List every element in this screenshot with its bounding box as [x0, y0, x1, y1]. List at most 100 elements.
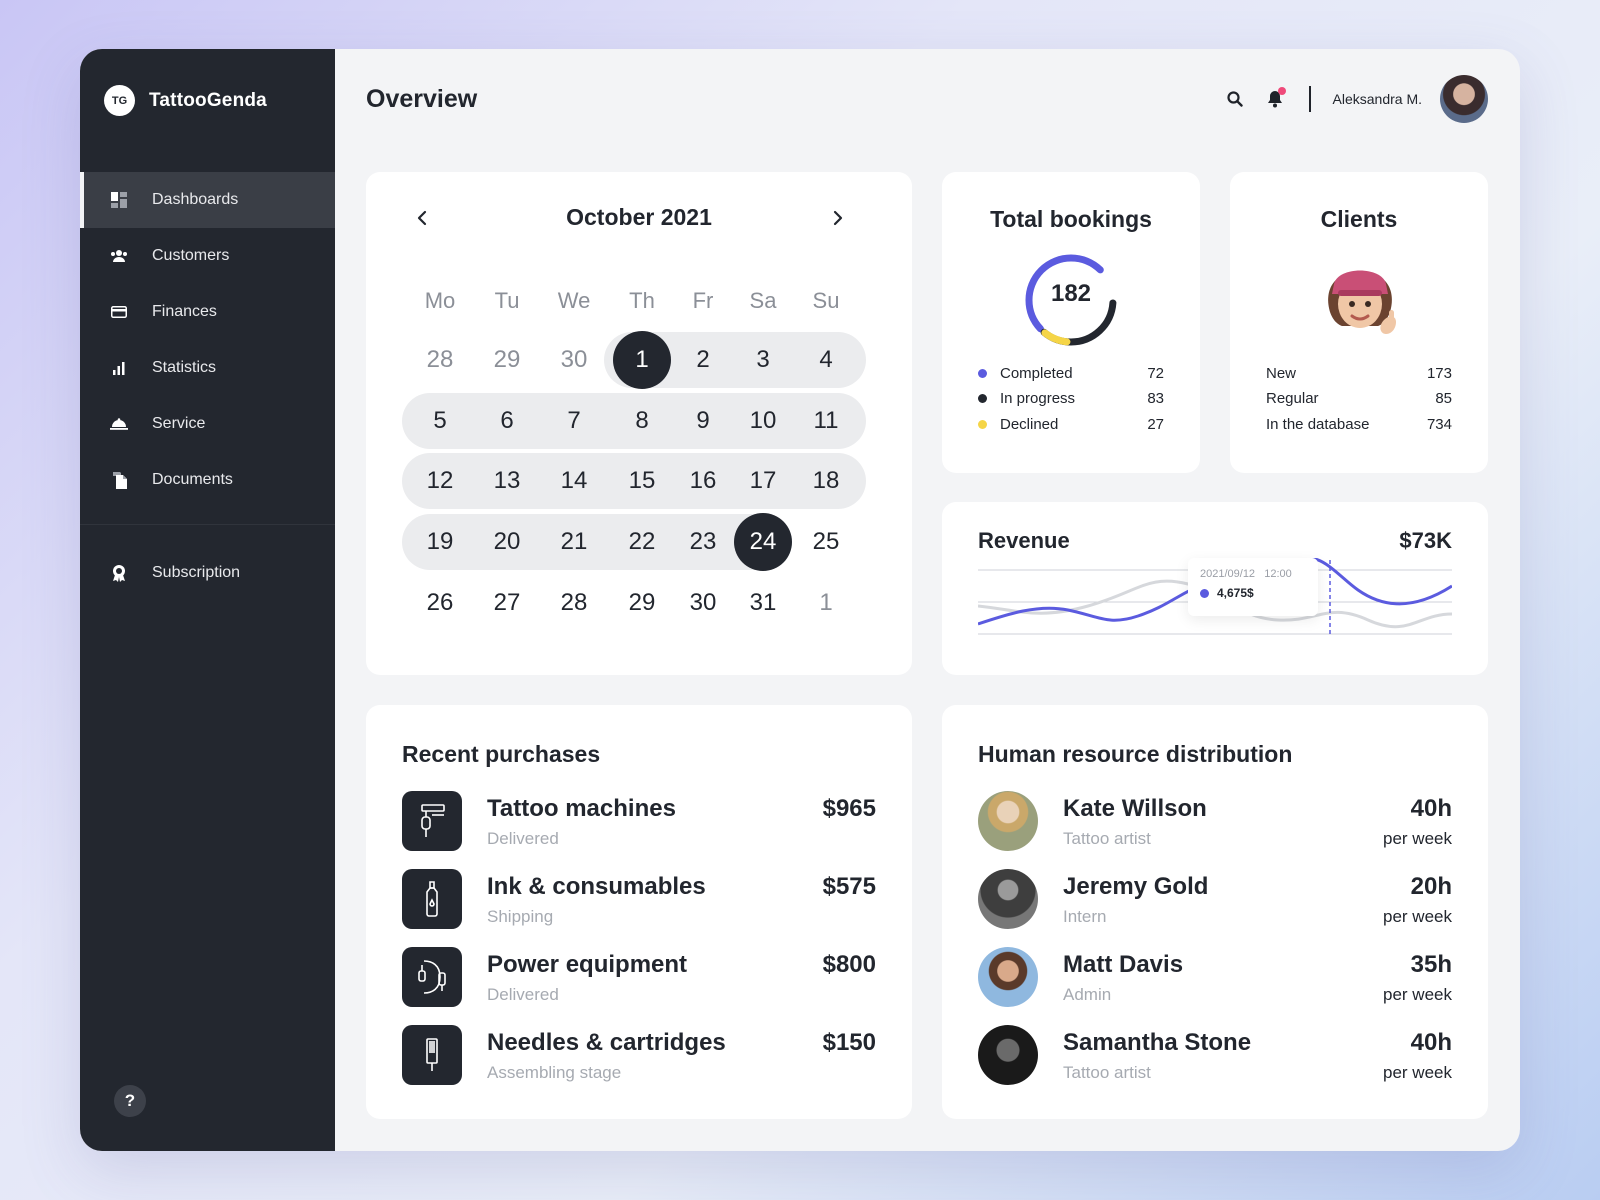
- calendar-day[interactable]: 15: [628, 467, 656, 494]
- donut-segment-completed: [1025, 254, 1117, 346]
- client-stat-value: 85: [1435, 390, 1452, 407]
- sidebar-item-label: Documents: [152, 471, 233, 488]
- help-button[interactable]: ?: [114, 1085, 146, 1117]
- hr-title: Human resource distribution: [978, 741, 1293, 767]
- bookings-card: Total bookings 182 Completed 72 In progr…: [942, 172, 1200, 473]
- purchase-row[interactable]: Tattoo machines Delivered $965: [402, 791, 876, 851]
- app-logo[interactable]: TG TattooGenda: [104, 85, 267, 116]
- calendar-day[interactable]: 9: [696, 407, 710, 434]
- sidebar-item-documents[interactable]: Documents: [80, 452, 335, 508]
- user-avatar[interactable]: [1440, 75, 1488, 123]
- purchase-row[interactable]: Ink & consumables Shipping $575: [402, 869, 876, 929]
- award-icon: [110, 564, 128, 582]
- calendar-day[interactable]: 7: [567, 407, 581, 434]
- calendar-day[interactable]: 20: [493, 528, 521, 555]
- purchase-status: Delivered: [487, 985, 559, 1004]
- sidebar-item-dashboards[interactable]: Dashboards: [80, 172, 335, 228]
- sidebar-item-finances[interactable]: Finances: [80, 284, 335, 340]
- staff-role: Admin: [1063, 985, 1112, 1004]
- purchase-row[interactable]: Needles & cartridges Assembling stage $1…: [402, 1025, 876, 1085]
- staff-row[interactable]: Jeremy Gold Intern 20h per week: [978, 869, 1452, 929]
- sidebar-item-customers[interactable]: Customers: [80, 228, 335, 284]
- avatar: [978, 791, 1038, 851]
- calendar-day[interactable]: 31: [749, 589, 777, 616]
- legend-label: In progress: [1000, 390, 1076, 407]
- sidebar-item-statistics[interactable]: Statistics: [80, 340, 335, 396]
- calendar-day[interactable]: 11: [813, 407, 839, 434]
- calendar-day[interactable]: 17: [749, 467, 777, 494]
- calendar-day[interactable]: 21: [560, 528, 588, 555]
- calendar-day[interactable]: 3: [756, 346, 770, 373]
- purchase-row[interactable]: Power equipment Delivered $800: [402, 947, 876, 1007]
- user-name[interactable]: Aleksandra M.: [1332, 91, 1422, 107]
- calendar-day[interactable]: 25: [812, 528, 840, 555]
- calendar-day[interactable]: 16: [689, 467, 717, 494]
- chevron-right-icon[interactable]: [828, 208, 848, 228]
- staff-hours: 40h: [1410, 1029, 1452, 1056]
- calendar-day[interactable]: 1: [635, 346, 649, 373]
- calendar-day[interactable]: 23: [689, 528, 717, 555]
- calendar-day[interactable]: 8: [635, 407, 649, 434]
- chevron-left-icon[interactable]: [412, 208, 432, 228]
- selected-day-marker: [613, 331, 671, 389]
- revenue-title: Revenue: [978, 528, 1070, 553]
- sidebar-item-subscription[interactable]: Subscription: [80, 545, 335, 601]
- bell-icon[interactable]: [1265, 87, 1286, 109]
- staff-row[interactable]: Samantha Stone Tattoo artist 40h per wee…: [978, 1025, 1452, 1085]
- calendar-day[interactable]: 19: [426, 528, 454, 555]
- calendar-day[interactable]: 28: [426, 346, 454, 373]
- staff-hours: 20h: [1410, 873, 1452, 900]
- calendar-day[interactable]: 27: [493, 589, 521, 616]
- tooltip-date-text: 2021/09/12: [1200, 568, 1256, 580]
- sidebar-nav: Dashboards Customers Finances Statistics: [80, 172, 335, 601]
- sidebar-item-service[interactable]: Service: [80, 396, 335, 452]
- selected-range-band: [402, 514, 791, 570]
- calendar-day[interactable]: 12: [426, 467, 454, 494]
- calendar-day[interactable]: 1: [819, 589, 833, 616]
- calendar-day[interactable]: 5: [433, 407, 447, 434]
- calendar-day[interactable]: 30: [689, 589, 717, 616]
- staff-name: Jeremy Gold: [1063, 873, 1209, 900]
- calendar-day[interactable]: 24: [749, 528, 777, 555]
- calendar-day[interactable]: 28: [560, 589, 588, 616]
- purchase-amount: $575: [822, 873, 876, 900]
- staff-name: Matt Davis: [1063, 951, 1184, 978]
- calendar-day[interactable]: 10: [749, 407, 777, 434]
- topbar-divider: [1308, 86, 1311, 112]
- purchases-title: Recent purchases: [402, 741, 601, 767]
- calendar-day[interactable]: 22: [628, 528, 656, 555]
- client-stat-label: New: [1266, 365, 1297, 382]
- weekday-label: We: [557, 288, 591, 313]
- calendar-day[interactable]: 14: [560, 467, 588, 494]
- staff-row[interactable]: Kate Willson Tattoo artist 40h per week: [978, 791, 1452, 851]
- calendar-day[interactable]: 29: [628, 589, 656, 616]
- calendar-day[interactable]: 4: [819, 346, 833, 373]
- staff-row[interactable]: Matt Davis Admin 35h per week: [978, 947, 1452, 1007]
- client-stat-row: New 173: [1266, 365, 1452, 382]
- weekday-label: Fr: [692, 288, 714, 313]
- search-icon[interactable]: [1225, 89, 1245, 109]
- tooltip-dot: [1200, 588, 1209, 598]
- calendar-day[interactable]: 6: [500, 407, 514, 434]
- dashboard-icon: [110, 191, 128, 209]
- bookings-total: 182: [1050, 280, 1092, 307]
- purchase-amount: $965: [822, 795, 876, 822]
- staff-hours-unit: per week: [1383, 907, 1452, 926]
- weekday-label: Th: [629, 288, 655, 313]
- calendar-day[interactable]: 13: [493, 467, 521, 494]
- avatar: [978, 1025, 1038, 1085]
- tooltip-value-text: 4,675$: [1217, 586, 1254, 600]
- calendar-day[interactable]: 18: [812, 467, 840, 494]
- calendar-day[interactable]: 26: [426, 589, 454, 616]
- legend-row-completed: Completed 72: [978, 365, 1164, 382]
- calendar-day[interactable]: 2: [696, 346, 710, 373]
- users-icon: [110, 247, 128, 265]
- sidebar-item-label: Customers: [152, 247, 230, 264]
- calendar-day[interactable]: 30: [560, 346, 588, 373]
- client-stat-row: Regular 85: [1266, 390, 1452, 407]
- calendar-day[interactable]: 29: [493, 346, 521, 373]
- purchases-card: Recent purchases Tattoo machines Deliver…: [366, 705, 912, 1119]
- purchase-name: Power equipment: [487, 951, 688, 978]
- avatar: [978, 869, 1038, 929]
- cloche-icon: [110, 415, 128, 433]
